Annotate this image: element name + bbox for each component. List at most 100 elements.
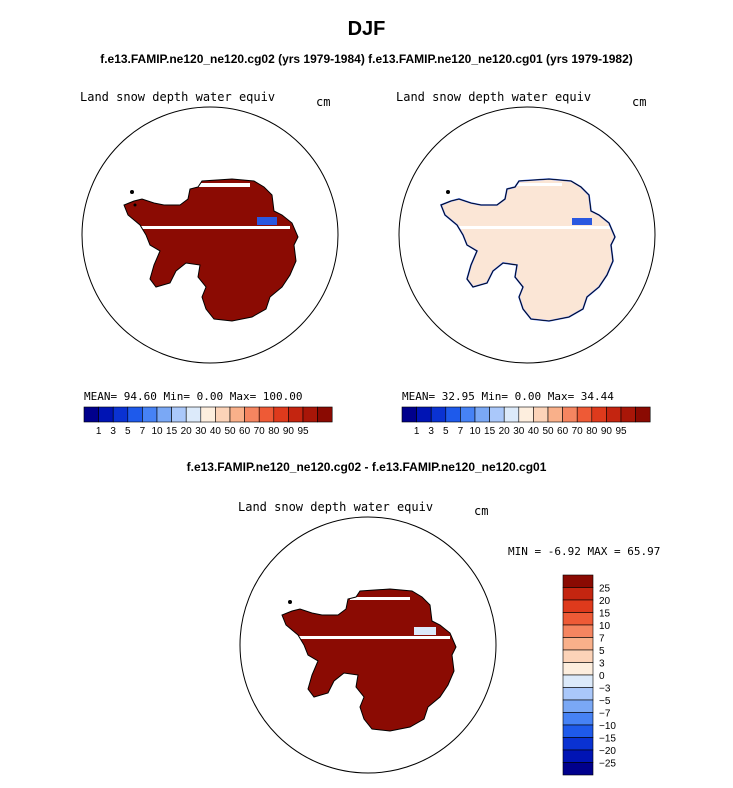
colorbar-tick-label: 40 — [210, 426, 222, 437]
colorbar-swatch — [562, 587, 594, 601]
colorbar-swatch — [635, 406, 651, 423]
colorbar-tick-label: 25 — [599, 584, 611, 595]
panel2-map — [398, 106, 656, 364]
colorbar-tick-label: 60 — [239, 426, 251, 437]
colorbar-tick-label: 60 — [557, 426, 569, 437]
panel2-island-mark — [446, 190, 450, 194]
colorbar-swatch — [562, 724, 594, 738]
colorbar-swatch — [215, 406, 231, 423]
colorbar-swatch — [562, 637, 594, 651]
diff-units: cm — [474, 504, 489, 518]
colorbar-swatch — [562, 712, 594, 726]
panel1-colorbar: 1 3 5 7 10 15 20 30 40 50 60 70 80 90 95 — [83, 406, 333, 437]
colorbar-swatch — [606, 406, 622, 423]
colorbar-tick-label: 7 — [599, 634, 605, 645]
colorbar-swatch — [288, 406, 304, 423]
colorbar-tick-label: 15 — [166, 426, 178, 437]
diff-map — [239, 516, 497, 774]
panel2-missing-band-mid — [450, 226, 610, 229]
panel1-missing-band-north — [190, 183, 250, 187]
panel1-low-value-patch — [257, 217, 277, 225]
diff-stats: MIN = -6.92 MAX = 65.97 — [508, 545, 661, 558]
colorbar-swatch — [302, 406, 318, 423]
colorbar-swatch — [562, 762, 594, 776]
panel2-low-value-patch — [572, 218, 592, 225]
colorbar-swatch — [503, 406, 520, 423]
panel1-variable-title: Land snow depth water equiv — [80, 90, 276, 104]
colorbar-tick-label: 7 — [140, 426, 146, 437]
colorbar-swatch — [562, 624, 594, 638]
colorbar-tick-label: 80 — [586, 426, 598, 437]
colorbar-swatch — [460, 406, 476, 423]
colorbar-swatch — [562, 749, 594, 763]
diff-island-mark — [288, 600, 292, 604]
colorbar-swatch — [562, 406, 578, 423]
colorbar-tick-label: 0 — [599, 671, 605, 682]
colorbar-tick-label: 20 — [599, 596, 611, 607]
colorbar-swatch — [562, 662, 594, 676]
colorbar-tick-label: 1 — [414, 426, 420, 437]
colorbar-swatch — [620, 406, 636, 423]
colorbar-tick-label: −7 — [599, 709, 611, 720]
colorbar-swatch — [562, 599, 594, 613]
colorbar-swatch — [185, 406, 202, 423]
colorbar-swatch — [430, 406, 447, 423]
colorbar-tick-label: −25 — [599, 759, 616, 770]
colorbar-tick-label: 90 — [283, 426, 295, 437]
colorbar-swatch — [591, 406, 607, 423]
colorbar-tick-label: 5 — [125, 426, 131, 437]
colorbar-tick-label: 3 — [110, 426, 116, 437]
colorbar-tick-label: 20 — [181, 426, 193, 437]
colorbar-tick-label: 70 — [254, 426, 266, 437]
colorbar-swatch — [562, 649, 594, 663]
colorbar-tick-label: 80 — [268, 426, 280, 437]
colorbar-swatch — [317, 406, 333, 423]
colorbar-swatch — [171, 406, 187, 423]
diff-missing-band-north — [350, 597, 410, 600]
colorbar-swatch — [576, 406, 593, 423]
panel1-units: cm — [316, 95, 331, 109]
colorbar-swatch — [98, 406, 114, 423]
colorbar-tick-label: 10 — [151, 426, 163, 437]
panel2-missing-band-north — [507, 183, 562, 186]
panel1-island-mark — [130, 190, 134, 194]
colorbar-swatch — [562, 574, 594, 588]
panel2-stats: MEAN= 32.95 Min= 0.00 Max= 34.44 — [402, 390, 614, 403]
colorbar-swatch — [562, 612, 594, 626]
colorbar-swatch — [83, 406, 99, 423]
panel2-colorbar: 1 3 5 7 10 15 20 30 40 50 60 70 80 90 95 — [401, 406, 651, 437]
panel1-stats: MEAN= 94.60 Min= 0.00 Max= 100.00 — [84, 390, 303, 403]
colorbar-tick-label: 50 — [224, 426, 236, 437]
colorbar-tick-label: 5 — [599, 646, 605, 657]
colorbar-tick-label: 1 — [96, 426, 102, 437]
colorbar-swatch — [562, 699, 594, 713]
colorbar-tick-label: 3 — [599, 659, 605, 670]
colorbar-swatch — [244, 406, 260, 423]
colorbar-tick-label: 3 — [428, 426, 434, 437]
figure-title: DJF — [347, 18, 386, 40]
colorbar-tick-label: 5 — [443, 426, 449, 437]
colorbar-swatch — [258, 406, 275, 423]
colorbar-tick-label: 20 — [499, 426, 511, 437]
colorbar-swatch — [562, 737, 594, 751]
colorbar-swatch — [229, 406, 245, 423]
colorbar-tick-label: 95 — [297, 426, 309, 437]
colorbar-swatch — [416, 406, 432, 423]
colorbar-tick-label: 15 — [599, 609, 611, 620]
colorbar-swatch — [474, 406, 490, 423]
colorbar-tick-label: 40 — [528, 426, 540, 437]
panel1-island-mark — [133, 203, 137, 207]
colorbar-tick-label: 90 — [601, 426, 613, 437]
case-header: f.e13.FAMIP.ne120_ne120.cg02 (yrs 1979-1… — [100, 52, 633, 66]
difference-header: f.e13.FAMIP.ne120_ne120.cg02 - f.e13.FAM… — [186, 460, 547, 474]
colorbar-swatch — [489, 406, 505, 423]
colorbar-tick-label: −5 — [599, 696, 611, 707]
colorbar-swatch — [273, 406, 289, 423]
colorbar-tick-label: 70 — [572, 426, 584, 437]
colorbar-swatch — [562, 674, 594, 688]
colorbar-swatch — [200, 406, 216, 423]
colorbar-tick-label: 95 — [615, 426, 627, 437]
colorbar-tick-label: −15 — [599, 734, 616, 745]
